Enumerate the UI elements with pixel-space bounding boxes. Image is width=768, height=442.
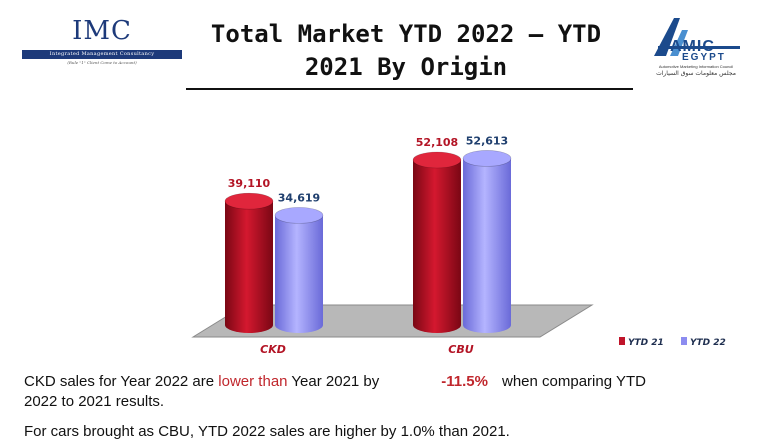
imc-logo-text: IMC [72, 16, 132, 46]
title-underline [186, 88, 633, 90]
summary-text-c: when comparing YTD [501, 373, 646, 390]
bar-top [274, 207, 324, 224]
data-label: 52,613 [466, 134, 508, 147]
data-label: 34,619 [278, 191, 320, 204]
chart-legend: YTD 21 YTD 22 [619, 337, 726, 348]
amic-triangle-icon [654, 18, 740, 56]
bar-cbu-ytd-21 [412, 151, 462, 333]
amic-logo: AMIC EGYPT Automotive Marketing Informat… [640, 12, 748, 78]
slide-header: IMC Integrated Management Consultancy (R… [0, 0, 768, 92]
summary-text-d: 2022 to 2021 results. [24, 393, 165, 410]
imc-logo-tagline: (Rule "1" Client Come to Account) [67, 60, 137, 65]
bar-body [463, 158, 511, 333]
summary-lower-than: lower than [218, 373, 288, 390]
bar-cbu-ytd-22 [462, 150, 512, 333]
bar-body [225, 201, 273, 333]
category-label: CKD [260, 343, 286, 356]
bar-ckd-ytd-21 [224, 192, 274, 333]
summary-text-a: CKD sales for Year 2022 are [24, 373, 219, 390]
legend-label: YTD 21 [628, 338, 664, 348]
bar-top [224, 192, 274, 210]
imc-logo: IMC Integrated Management Consultancy (R… [22, 16, 182, 68]
summary-text-b: Year 2021 by [287, 373, 380, 390]
data-label: 39,110 [228, 177, 271, 190]
amic-logo-subtitle: Automotive Marketing Information Council [658, 64, 734, 69]
amic-logo-letters: AMIC [670, 38, 715, 55]
bar-body [413, 159, 461, 333]
page-title: Total Market YTD 2022 – YTD 2021 By Orig… [186, 18, 626, 84]
summary-percentage: -11.5% [441, 373, 488, 390]
bar-body [275, 215, 323, 333]
bars-layer [224, 150, 512, 333]
data-label: 52,108 [416, 136, 458, 149]
amic-logo-country: EGYPT [682, 52, 726, 63]
summary-paragraph-2: For cars brought as CBU, YTD 2022 sales … [24, 423, 510, 440]
page-title-line-1: Total Market YTD 2022 – YTD [210, 20, 602, 48]
page-title-line-2: 2021 By Origin [304, 53, 508, 81]
legend-label: YTD 22 [690, 338, 726, 348]
bar-top [412, 151, 462, 169]
legend-swatch [619, 337, 625, 345]
origin-bar-chart: 39,110 34,619 CKD 52,108 52,613 CBU YTD 21 YTD… [0, 92, 768, 367]
labels-layer: 39,110 34,619 CKD 52,108 52,613 CBU [228, 134, 508, 356]
summary-paragraph: CKD sales for Year 2022 are lower than Y… [24, 372, 744, 412]
bar-top [462, 150, 512, 167]
bar-ckd-ytd-22 [274, 207, 324, 333]
legend-swatch [681, 337, 687, 345]
category-label: CBU [448, 343, 473, 356]
amic-logo-arabic: مجلس معلومات سوق السيارات [656, 70, 736, 77]
imc-logo-bar: Integrated Management Consultancy [22, 50, 182, 59]
